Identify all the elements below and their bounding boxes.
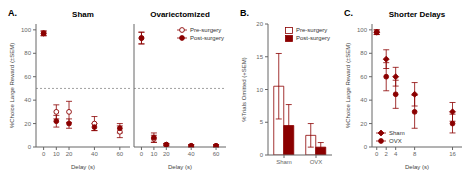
svg-text:60: 60 bbox=[24, 74, 31, 80]
svg-text:%Trials Omitted (+SEM): %Trials Omitted (+SEM) bbox=[241, 57, 247, 122]
html-text:A.: A. bbox=[8, 8, 17, 18]
svg-text:60: 60 bbox=[116, 151, 123, 157]
svg-text:80: 80 bbox=[360, 50, 367, 56]
svg-text:8: 8 bbox=[413, 151, 417, 157]
svg-text:Delay (s): Delay (s) bbox=[405, 164, 429, 170]
html-text:Pre-surgery: Pre-surgery bbox=[296, 27, 328, 33]
svg-text:0: 0 bbox=[42, 151, 46, 157]
svg-text:100: 100 bbox=[357, 27, 368, 33]
svg-text:80: 80 bbox=[24, 50, 31, 56]
svg-text:Sham: Sham bbox=[276, 159, 292, 165]
html-text:Pre-surgery: Pre-surgery bbox=[190, 27, 222, 33]
svg-text:10: 10 bbox=[256, 87, 263, 93]
svg-text:40: 40 bbox=[24, 97, 31, 103]
svg-text:%Choice Large Reward (±SEM): %Choice Large Reward (±SEM) bbox=[9, 43, 15, 128]
html-text:B.: B. bbox=[240, 8, 249, 18]
svg-text:20: 20 bbox=[256, 21, 263, 27]
svg-text:60: 60 bbox=[360, 74, 367, 80]
svg-text:16: 16 bbox=[449, 151, 456, 157]
svg-text:4: 4 bbox=[394, 151, 398, 157]
svg-text:0: 0 bbox=[28, 144, 32, 150]
svg-text:10: 10 bbox=[53, 151, 60, 157]
svg-text:10: 10 bbox=[151, 151, 158, 157]
svg-text:0: 0 bbox=[140, 151, 144, 157]
html-text:Post-surgery: Post-surgery bbox=[190, 35, 224, 41]
svg-text:100: 100 bbox=[21, 27, 32, 33]
html-text:Sham: Sham bbox=[389, 130, 405, 136]
svg-text:0: 0 bbox=[260, 152, 264, 158]
svg-text:%Choice Large Reward (±SEM): %Choice Large Reward (±SEM) bbox=[345, 43, 351, 128]
svg-text:OVX: OVX bbox=[310, 159, 323, 165]
html-text:C.: C. bbox=[344, 8, 353, 18]
svg-text:0: 0 bbox=[375, 151, 379, 157]
svg-text:Delay (s): Delay (s) bbox=[71, 164, 95, 170]
svg-text:15: 15 bbox=[256, 54, 263, 60]
svg-text:60: 60 bbox=[213, 151, 220, 157]
svg-text:Delay (s): Delay (s) bbox=[168, 164, 192, 170]
html-text:Ovariectomized: Ovariectomized bbox=[150, 10, 210, 19]
svg-text:0: 0 bbox=[364, 144, 368, 150]
svg-text:40: 40 bbox=[360, 97, 367, 103]
svg-text:20: 20 bbox=[163, 151, 170, 157]
svg-text:40: 40 bbox=[91, 151, 98, 157]
html-text:Post-surgery: Post-surgery bbox=[296, 35, 330, 41]
svg-text:40: 40 bbox=[188, 151, 195, 157]
svg-text:2: 2 bbox=[385, 151, 389, 157]
html-text:Sham: Sham bbox=[72, 10, 94, 19]
html-text:OVX: OVX bbox=[389, 138, 402, 144]
svg-text:20: 20 bbox=[66, 151, 73, 157]
svg-text:20: 20 bbox=[360, 121, 367, 127]
svg-text:20: 20 bbox=[24, 121, 31, 127]
svg-text:5: 5 bbox=[260, 119, 264, 125]
html-text:Shorter Delays: Shorter Delays bbox=[388, 10, 446, 19]
